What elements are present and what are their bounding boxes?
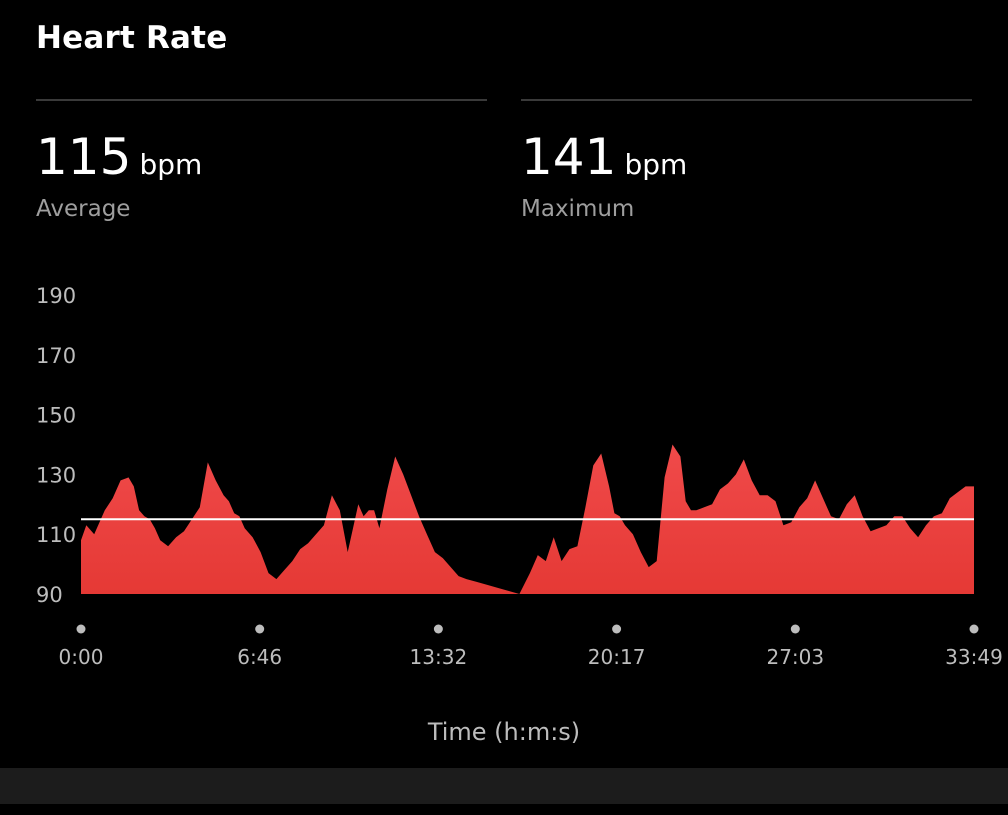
maximum-value: 141	[521, 128, 617, 186]
average-label: Average	[36, 196, 131, 222]
x-tick-label: 0:00	[59, 645, 104, 669]
x-tick-label: 6:46	[237, 645, 282, 669]
x-tick-dot	[612, 624, 622, 634]
heart-rate-chart: 90 110 130 150 170 190 0:00 6:46 13:32 20:17 27:03…	[36, 284, 1003, 669]
x-tick-dot	[255, 624, 265, 634]
x-tick-dot	[433, 624, 443, 634]
x-tick-label: 27:03	[766, 645, 824, 669]
bottom-bar	[0, 768, 1008, 804]
average-unit: bpm	[139, 148, 203, 181]
maximum-label: Maximum	[521, 196, 635, 222]
average-stat: 115 bpm	[36, 128, 202, 186]
y-tick-label: 90	[36, 583, 63, 607]
x-tick-dot	[969, 624, 979, 634]
average-value: 115	[36, 128, 132, 186]
x-tick-dot	[76, 624, 86, 634]
average-divider	[36, 99, 487, 101]
maximum-stat: 141 bpm	[521, 128, 687, 186]
y-tick-label: 190	[36, 284, 76, 308]
y-tick-label: 150	[36, 404, 76, 428]
y-tick-label: 170	[36, 344, 76, 368]
maximum-divider	[521, 99, 972, 101]
x-tick-label: 13:32	[410, 645, 468, 669]
x-axis-title: Time (h:m:s)	[427, 718, 581, 746]
maximum-unit: bpm	[624, 148, 688, 181]
x-tick-dot	[790, 624, 800, 634]
y-tick-label: 130	[36, 463, 76, 487]
x-tick-label: 20:17	[588, 645, 646, 669]
x-tick-label: 33:49	[945, 645, 1003, 669]
y-tick-label: 110	[36, 523, 76, 547]
page-title: Heart Rate	[36, 20, 228, 56]
heart-rate-area	[81, 444, 974, 594]
